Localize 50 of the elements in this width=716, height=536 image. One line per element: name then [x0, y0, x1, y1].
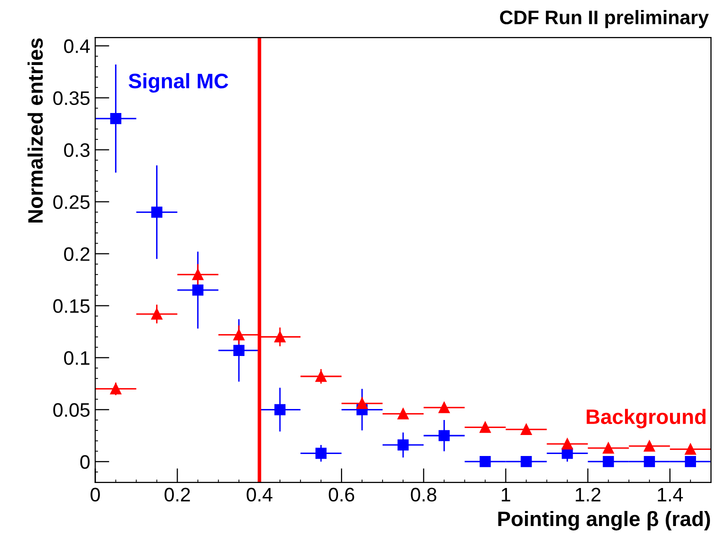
- x-tick-label: 0.2: [164, 488, 190, 502]
- point: [398, 408, 409, 420]
- x-tick-label: 1.2: [576, 488, 600, 502]
- point: [644, 456, 655, 468]
- point: [684, 456, 696, 468]
- point: [684, 444, 696, 455]
- point: [315, 370, 327, 382]
- point: [480, 422, 491, 433]
- point: [315, 448, 327, 459]
- point: [233, 344, 244, 356]
- point: [233, 329, 244, 340]
- point: [602, 456, 614, 468]
- y-tick-label: 0.15: [53, 299, 90, 313]
- point: [480, 456, 491, 468]
- point: [110, 113, 122, 124]
- point: [438, 402, 450, 414]
- y-tick-label: 0.3: [64, 143, 90, 158]
- point: [151, 206, 162, 218]
- x-tick-label: 1: [502, 488, 510, 502]
- x-axis-title: Pointing angle β (rad): [498, 510, 710, 530]
- point: [110, 383, 122, 394]
- series-label: Signal MC: [128, 73, 228, 93]
- chart-title: CDF Run II preliminary: [500, 10, 709, 28]
- point: [274, 331, 286, 342]
- x-tick-label: 0.8: [410, 488, 436, 502]
- series-label: Background: [586, 408, 706, 428]
- x-tick-label: 0: [90, 488, 100, 502]
- point: [274, 404, 286, 416]
- y-tick-label: 0.05: [53, 403, 90, 417]
- x-tick-label: 0.4: [246, 488, 272, 502]
- point: [192, 284, 204, 296]
- x-tick-label: 1.4: [658, 488, 683, 502]
- y-tick-label: 0.4: [64, 39, 90, 54]
- x-tick-label: 0.6: [328, 488, 354, 502]
- point: [356, 398, 368, 409]
- y-tick-label: 0.2: [64, 247, 90, 261]
- point: [562, 438, 573, 450]
- point: [151, 308, 162, 320]
- point: [644, 440, 655, 452]
- y-tick-label: 0: [80, 455, 90, 469]
- y-tick-label: 0.25: [53, 195, 90, 209]
- y-tick-label: 0.1: [64, 351, 90, 365]
- point: [398, 439, 409, 451]
- point: [192, 268, 204, 280]
- point: [520, 424, 532, 435]
- point: [438, 430, 450, 442]
- point: [520, 456, 532, 468]
- point: [602, 442, 614, 454]
- y-tick-label: 0.35: [53, 91, 90, 106]
- y-axis-title: Normalized entries: [28, 38, 43, 223]
